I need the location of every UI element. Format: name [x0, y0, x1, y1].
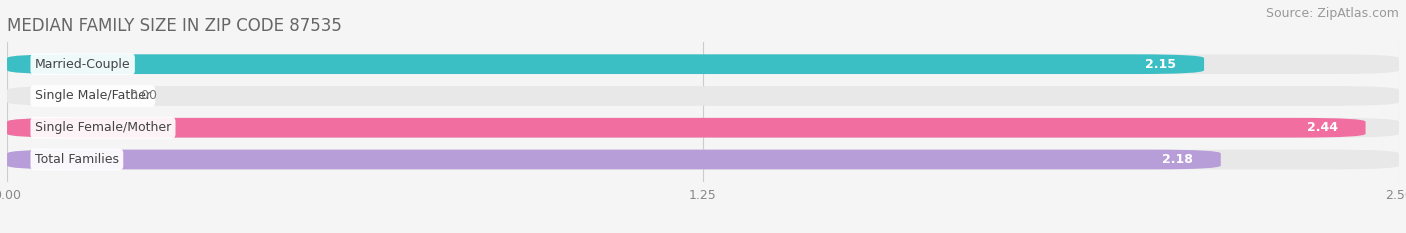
Text: Single Male/Father: Single Male/Father	[35, 89, 150, 103]
Text: Total Families: Total Families	[35, 153, 120, 166]
FancyBboxPatch shape	[7, 150, 1220, 169]
FancyBboxPatch shape	[7, 118, 1365, 137]
FancyBboxPatch shape	[7, 86, 1399, 106]
Text: MEDIAN FAMILY SIZE IN ZIP CODE 87535: MEDIAN FAMILY SIZE IN ZIP CODE 87535	[7, 17, 342, 35]
Text: Single Female/Mother: Single Female/Mother	[35, 121, 172, 134]
FancyBboxPatch shape	[7, 118, 1399, 137]
Text: Married-Couple: Married-Couple	[35, 58, 131, 71]
Text: 2.15: 2.15	[1146, 58, 1177, 71]
FancyBboxPatch shape	[7, 54, 1399, 74]
Text: 0.00: 0.00	[129, 89, 157, 103]
Text: 2.18: 2.18	[1163, 153, 1192, 166]
Text: 2.44: 2.44	[1306, 121, 1337, 134]
FancyBboxPatch shape	[7, 54, 1204, 74]
Text: Source: ZipAtlas.com: Source: ZipAtlas.com	[1265, 7, 1399, 20]
FancyBboxPatch shape	[7, 150, 1399, 169]
